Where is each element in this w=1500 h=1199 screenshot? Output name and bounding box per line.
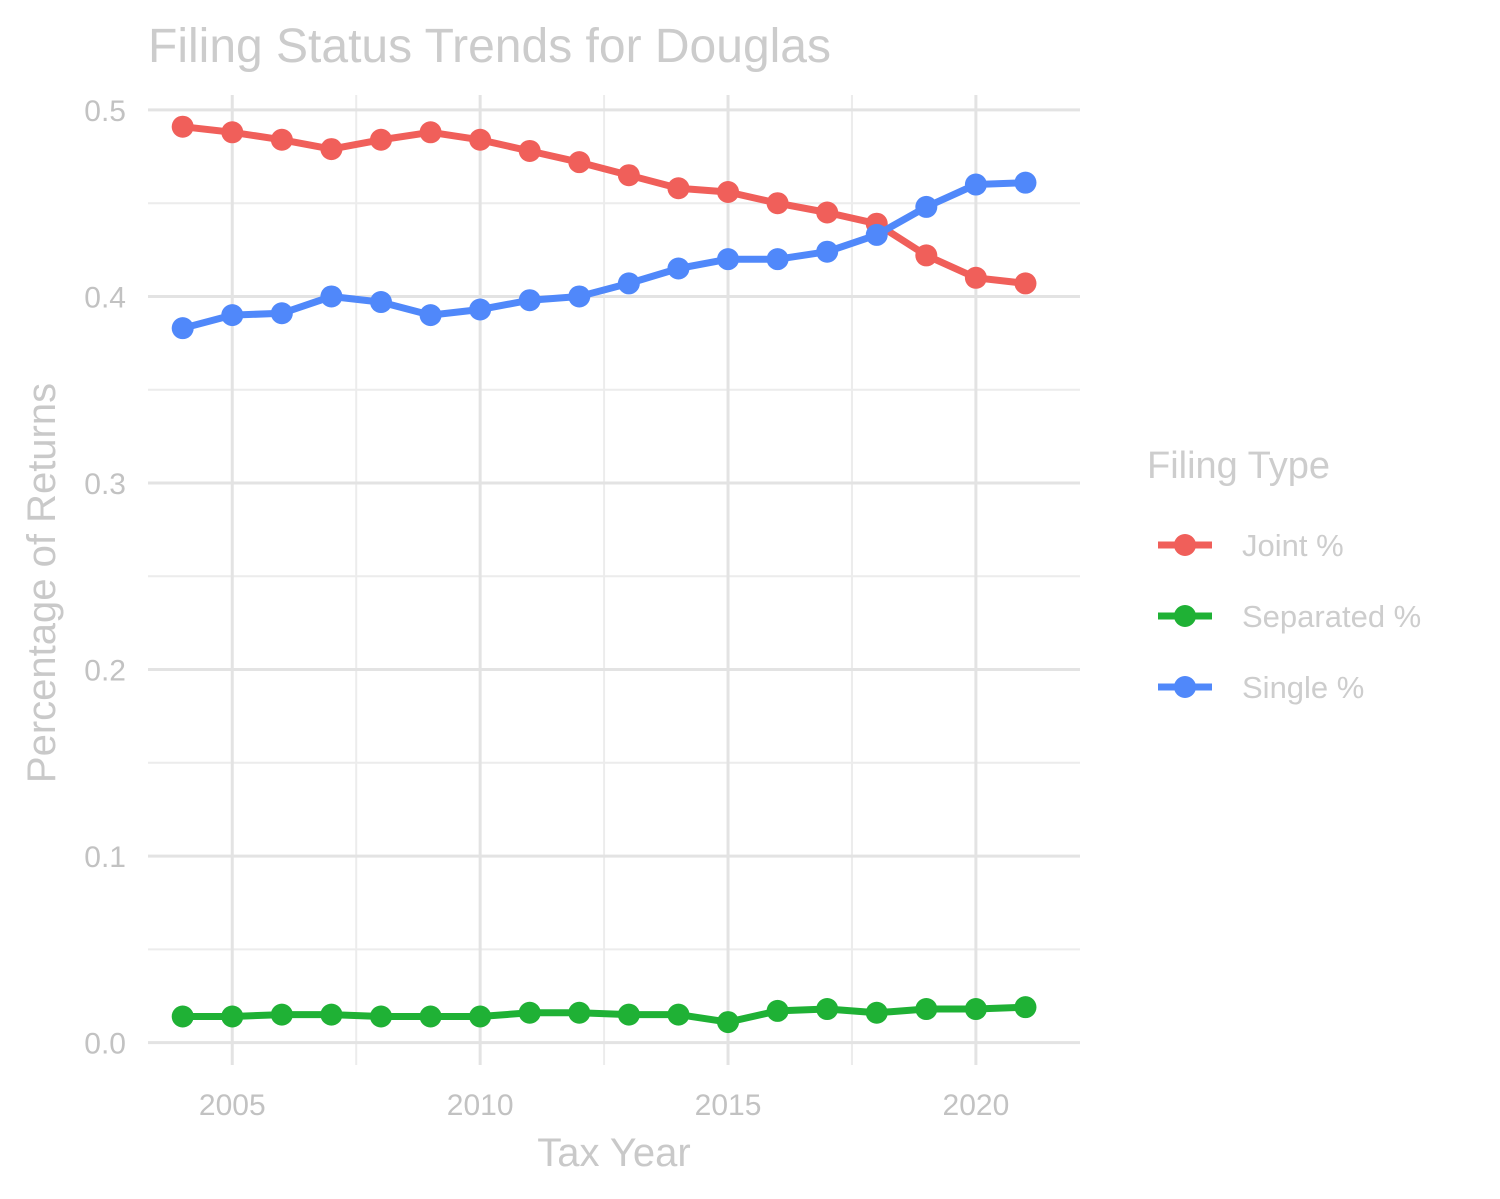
data-point bbox=[617, 1003, 640, 1026]
data-point bbox=[320, 1003, 343, 1026]
data-point bbox=[568, 285, 591, 308]
series-group bbox=[171, 115, 1037, 1034]
y-tick-label: 0.1 bbox=[84, 841, 126, 874]
data-point bbox=[1014, 171, 1037, 194]
data-point bbox=[270, 1003, 293, 1026]
legend-key-point bbox=[1174, 676, 1196, 698]
data-point bbox=[717, 248, 740, 271]
data-point bbox=[717, 1011, 740, 1034]
data-point bbox=[915, 195, 938, 218]
tick-labels: 0.0 0.1 0.2 0.3 0.4 0.5 2005 2010 2015 2020 bbox=[84, 95, 1009, 1122]
y-tick-label: 0.5 bbox=[84, 95, 126, 128]
data-point bbox=[865, 223, 888, 246]
data-point bbox=[270, 302, 293, 325]
data-point bbox=[816, 201, 839, 224]
data-point bbox=[469, 1005, 492, 1028]
data-point bbox=[816, 240, 839, 263]
data-point bbox=[717, 181, 740, 203]
legend-title: Filing Type bbox=[1147, 445, 1330, 487]
x-tick-label: 2010 bbox=[447, 1089, 514, 1122]
data-point bbox=[617, 272, 640, 295]
x-tick-label: 2005 bbox=[199, 1089, 266, 1122]
data-point bbox=[370, 128, 392, 151]
chart-title: Filing Status Trends for Douglas bbox=[148, 20, 831, 73]
data-point bbox=[1014, 272, 1037, 295]
data-point bbox=[865, 1001, 888, 1024]
data-point bbox=[667, 1003, 690, 1026]
data-point bbox=[171, 1005, 194, 1028]
legend: Filing Type Joint % Separated % Single % bbox=[1147, 445, 1421, 705]
y-tick-label: 0.4 bbox=[84, 281, 126, 314]
data-point bbox=[270, 128, 293, 151]
legend-label: Single % bbox=[1242, 670, 1364, 705]
legend-label: Joint % bbox=[1242, 528, 1344, 563]
data-point bbox=[419, 1005, 442, 1028]
series-single bbox=[171, 171, 1037, 340]
data-point bbox=[667, 177, 690, 200]
data-point bbox=[221, 1005, 244, 1028]
data-point bbox=[915, 998, 938, 1021]
data-point bbox=[469, 298, 492, 321]
data-point bbox=[370, 291, 392, 314]
y-tick-label: 0.0 bbox=[84, 1028, 126, 1061]
data-point bbox=[568, 151, 591, 174]
series-separated bbox=[171, 996, 1037, 1034]
data-point bbox=[320, 285, 343, 308]
legend-label: Separated % bbox=[1242, 599, 1421, 634]
y-axis-title: Percentage of Returns bbox=[20, 383, 64, 783]
data-point bbox=[766, 999, 789, 1022]
data-point bbox=[171, 317, 194, 340]
data-point bbox=[964, 266, 987, 289]
data-point bbox=[419, 304, 442, 327]
data-point bbox=[1014, 996, 1037, 1019]
data-point bbox=[518, 289, 541, 312]
data-point bbox=[816, 998, 839, 1021]
data-point bbox=[320, 138, 343, 161]
data-point bbox=[915, 244, 938, 267]
data-point bbox=[469, 128, 492, 151]
data-point bbox=[667, 257, 690, 280]
data-point bbox=[568, 1001, 591, 1024]
grid bbox=[148, 95, 1080, 1065]
x-tick-label: 2020 bbox=[943, 1089, 1010, 1122]
legend-key-point bbox=[1174, 534, 1196, 556]
data-point bbox=[964, 173, 987, 196]
y-tick-label: 0.3 bbox=[84, 468, 126, 501]
data-point bbox=[766, 192, 789, 215]
x-tick-label: 2015 bbox=[695, 1089, 762, 1122]
data-point bbox=[419, 121, 442, 144]
data-point bbox=[221, 304, 244, 327]
legend-key-point bbox=[1174, 605, 1196, 627]
data-point bbox=[171, 115, 194, 138]
y-tick-label: 0.2 bbox=[84, 655, 126, 688]
legend-item: Single % bbox=[1158, 670, 1364, 705]
x-axis-title: Tax Year bbox=[537, 1131, 690, 1175]
legend-item: Separated % bbox=[1158, 599, 1421, 634]
data-point bbox=[617, 164, 640, 187]
data-point bbox=[518, 139, 541, 162]
legend-item: Joint % bbox=[1158, 528, 1344, 563]
data-point bbox=[964, 998, 987, 1021]
data-point bbox=[221, 121, 244, 144]
data-point bbox=[766, 248, 789, 271]
data-point bbox=[370, 1005, 392, 1028]
data-point bbox=[518, 1001, 541, 1024]
